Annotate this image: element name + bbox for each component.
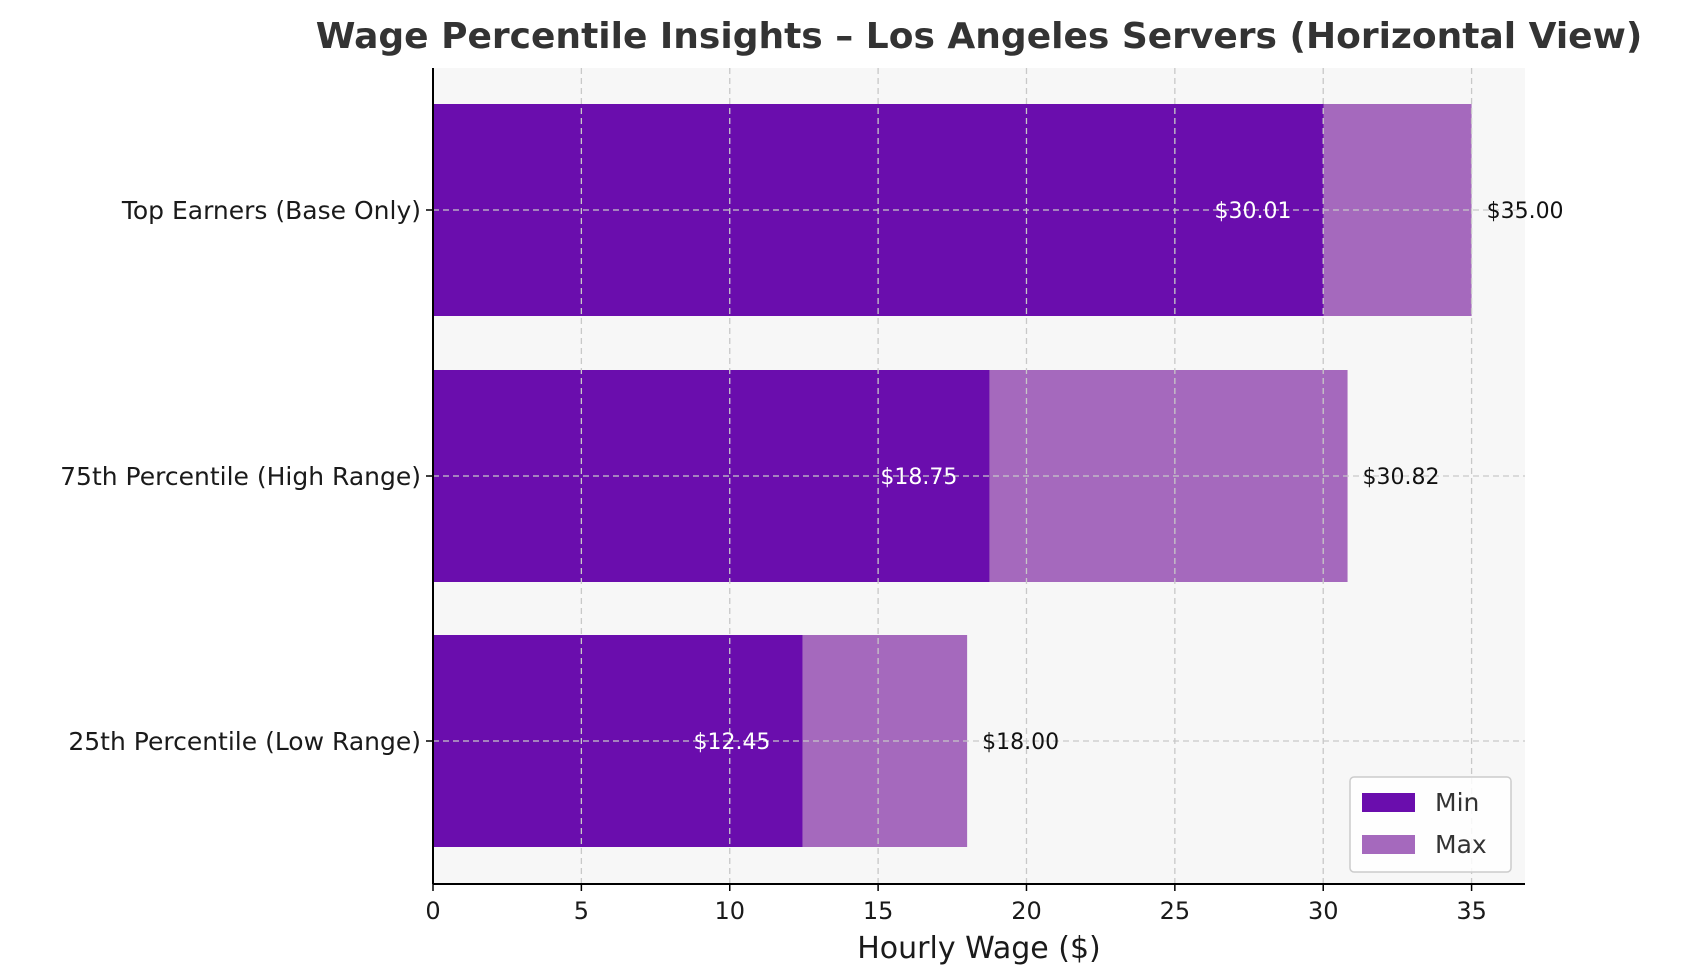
data-label-min-0: $30.01 (1215, 199, 1292, 224)
category-label-1: 75th Percentile (High Range) (60, 462, 421, 491)
data-label-max-1: $30.82 (1363, 465, 1440, 490)
x-tick-label-0: 0 (425, 897, 440, 925)
x-tick-label-6: 30 (1308, 897, 1339, 925)
x-axis-label: Hourly Wage ($) (857, 931, 1101, 966)
chart-title: Wage Percentile Insights – Los Angeles S… (316, 16, 1643, 57)
x-tick-label-7: 35 (1456, 897, 1487, 925)
x-tick-label-4: 20 (1011, 897, 1042, 925)
legend-swatch-min (1362, 793, 1415, 812)
legend-swatch-max (1362, 835, 1415, 854)
x-tick-label-3: 15 (863, 897, 894, 925)
data-label-max-2: $18.00 (982, 730, 1059, 755)
x-tick-label-5: 25 (1160, 897, 1191, 925)
legend-label-min: Min (1435, 788, 1479, 817)
category-label-0: Top Earners (Base Only) (121, 196, 421, 225)
x-tick-label-2: 10 (714, 897, 745, 925)
legend-label-max: Max (1435, 830, 1487, 859)
data-label-min-2: $12.45 (693, 730, 770, 755)
data-label-min-1: $18.75 (880, 465, 957, 490)
legend-box (1349, 776, 1512, 873)
data-label-max-0: $35.00 (1487, 199, 1564, 224)
x-tick-label-1: 5 (574, 897, 589, 925)
category-label-2: 25th Percentile (Low Range) (68, 727, 421, 756)
